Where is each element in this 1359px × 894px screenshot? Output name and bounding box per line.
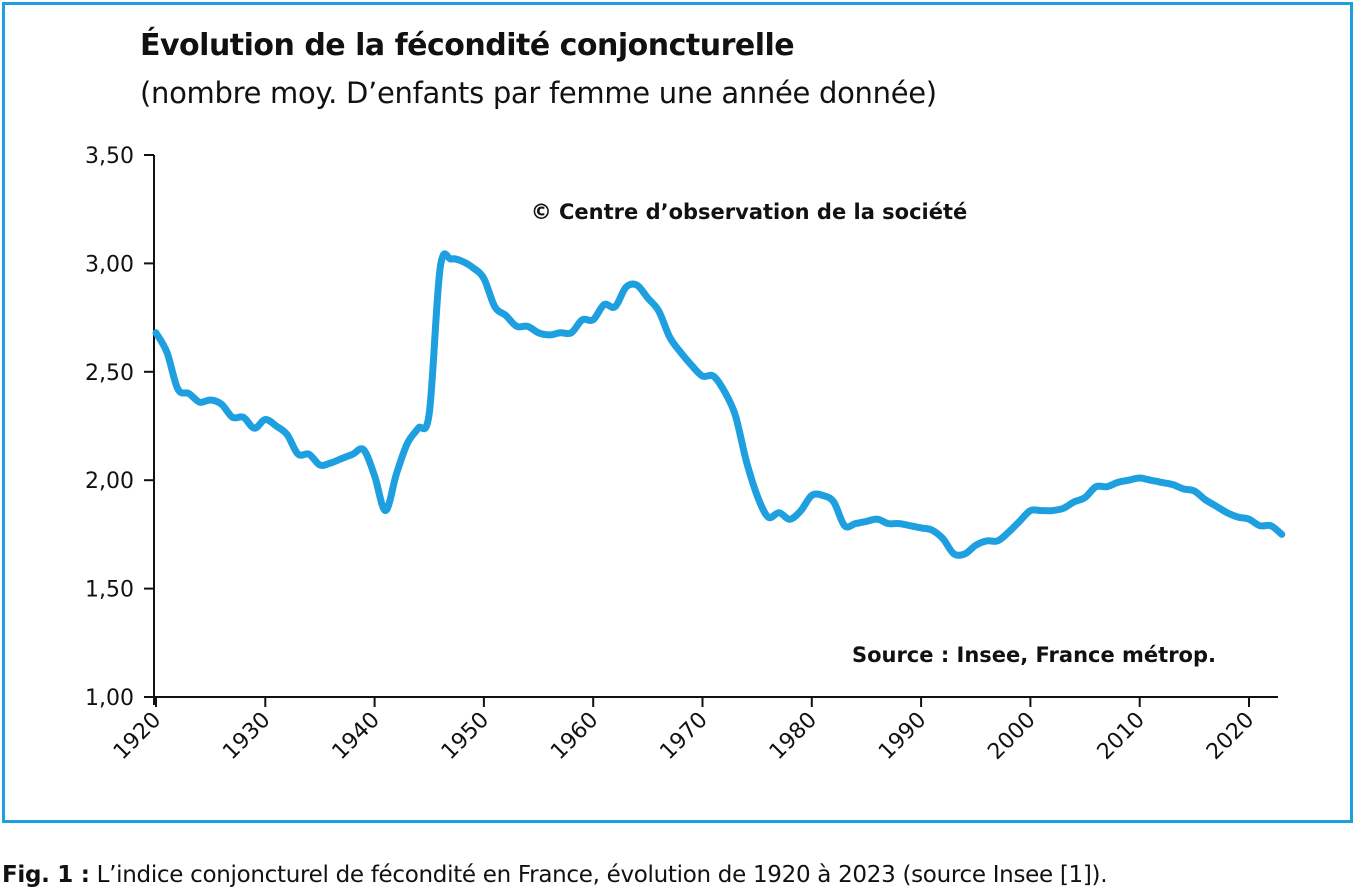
y-tick-label: 3,50: [85, 144, 134, 169]
copyright-annotation: © Centre d’observation de la société: [531, 200, 968, 224]
figure-caption: Fig. 1 : L’indice conjoncturel de fécond…: [2, 862, 1108, 888]
x-tick-label: 2000: [983, 708, 1040, 765]
annotations: © Centre d’observation de la société Sour…: [531, 200, 1216, 667]
x-tick-label: 1930: [218, 708, 275, 765]
caption-label: Fig. 1 :: [2, 862, 90, 888]
y-tick-label: 2,50: [85, 361, 134, 386]
y-tick-label: 1,50: [85, 578, 134, 603]
chart-frame: [2, 2, 1353, 823]
chart-title: Évolution de la fécondité conjoncturelle: [140, 28, 795, 63]
x-tick-label: 1960: [546, 708, 603, 765]
x-tick-label: 2010: [1093, 708, 1150, 765]
x-tick-label: 1940: [328, 708, 385, 765]
y-tick-label: 2,00: [85, 469, 134, 494]
axes: 1,00 1,50 2,00 2,50 3,00 3,50 1920 1930 1940 1950…: [85, 144, 1278, 765]
fertility-rate-line: [152, 250, 1286, 559]
x-tick-label: 1920: [109, 708, 166, 765]
y-tick-label: 1,00: [85, 686, 134, 711]
x-tick-label: 1990: [874, 708, 931, 765]
x-tick-label: 1970: [655, 708, 712, 765]
y-tick-label: 3,00: [85, 252, 134, 277]
x-tick-label: 1980: [765, 708, 822, 765]
caption-text: L’indice conjoncturel de fécondité en Fr…: [89, 862, 1108, 888]
fertility-line-chart: 1,00 1,50 2,00 2,50 3,00 3,50 1920 1930 1940 1950…: [85, 144, 1286, 765]
chart-subtitle: (nombre moy. D’enfants par femme une ann…: [140, 76, 937, 110]
x-tick-label: 2020: [1202, 708, 1259, 765]
x-tick-label: 1950: [437, 708, 494, 765]
source-annotation: Source : Insee, France métrop.: [852, 643, 1216, 667]
series-layer: [152, 250, 1286, 559]
